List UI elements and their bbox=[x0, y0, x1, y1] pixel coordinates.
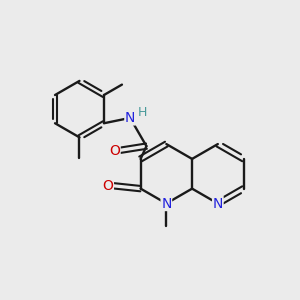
Text: N: N bbox=[213, 196, 223, 211]
Text: O: O bbox=[109, 144, 120, 158]
Text: H: H bbox=[138, 106, 147, 119]
Text: N: N bbox=[161, 196, 172, 211]
Text: N: N bbox=[125, 111, 135, 125]
Text: O: O bbox=[103, 179, 113, 193]
